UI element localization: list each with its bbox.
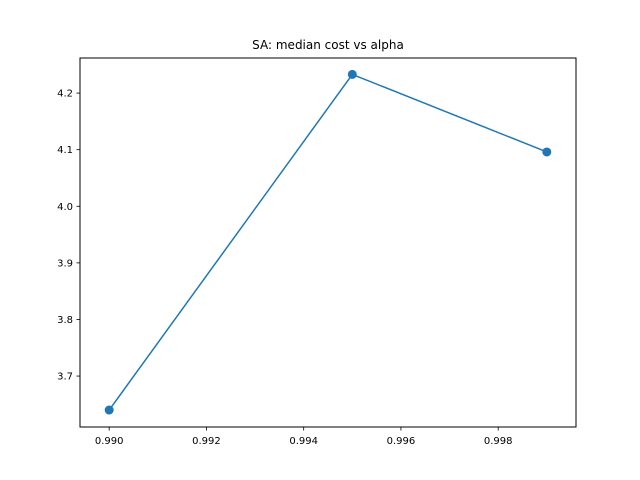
x-tick-label: 0.996 (387, 436, 416, 447)
x-tick-label: 0.992 (192, 436, 221, 447)
chart-title: SA: median cost vs alpha (252, 38, 404, 52)
x-axis-ticks: 0.990 0.992 0.994 0.996 0.998 (95, 427, 513, 447)
y-tick-label: 4.0 (57, 202, 73, 213)
plot-frame (79, 57, 577, 428)
x-tick-label: 0.990 (95, 436, 124, 447)
x-tick-label: 0.994 (289, 436, 318, 447)
y-tick-label: 3.9 (57, 258, 73, 269)
data-point (104, 405, 114, 415)
y-tick-label: 4.1 (57, 145, 73, 156)
y-tick-label: 4.2 (57, 89, 73, 100)
x-tick-label: 0.998 (484, 436, 513, 447)
y-axis-ticks: 3.7 3.8 3.9 4.0 4.1 4.2 (57, 89, 80, 383)
data-point (542, 147, 552, 157)
y-tick-label: 3.8 (57, 315, 73, 326)
y-tick-label: 3.7 (57, 372, 73, 383)
data-point (347, 69, 357, 79)
plot-content (104, 69, 552, 415)
